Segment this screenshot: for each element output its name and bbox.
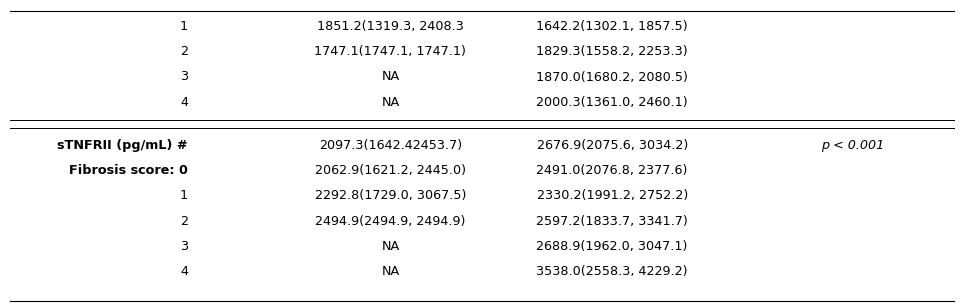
Text: 2494.9(2494.9, 2494.9): 2494.9(2494.9, 2494.9) bbox=[315, 215, 466, 228]
Text: 4: 4 bbox=[180, 265, 188, 278]
Text: NA: NA bbox=[382, 96, 399, 109]
Text: 2330.2(1991.2, 2752.2): 2330.2(1991.2, 2752.2) bbox=[537, 189, 687, 202]
Text: 2491.0(2076.8, 2377.6): 2491.0(2076.8, 2377.6) bbox=[536, 164, 688, 177]
Text: 2292.8(1729.0, 3067.5): 2292.8(1729.0, 3067.5) bbox=[314, 189, 467, 202]
Text: 3538.0(2558.3, 4229.2): 3538.0(2558.3, 4229.2) bbox=[536, 265, 688, 278]
Text: Fibrosis score: 0: Fibrosis score: 0 bbox=[69, 164, 188, 177]
Text: 2597.2(1833.7, 3341.7): 2597.2(1833.7, 3341.7) bbox=[536, 215, 688, 228]
Text: NA: NA bbox=[382, 265, 399, 278]
Text: 2676.9(2075.6, 3034.2): 2676.9(2075.6, 3034.2) bbox=[537, 139, 687, 152]
Text: 2: 2 bbox=[180, 45, 188, 58]
Text: 3: 3 bbox=[180, 71, 188, 83]
Text: 1829.3(1558.2, 2253.3): 1829.3(1558.2, 2253.3) bbox=[536, 45, 688, 58]
Text: NA: NA bbox=[382, 71, 399, 83]
Text: 1851.2(1319.3, 2408.3: 1851.2(1319.3, 2408.3 bbox=[317, 20, 464, 33]
Text: p < 0.001: p < 0.001 bbox=[821, 139, 885, 152]
Text: NA: NA bbox=[382, 240, 399, 253]
Text: 2000.3(1361.0, 2460.1): 2000.3(1361.0, 2460.1) bbox=[536, 96, 688, 109]
Text: sTNFRII (pg/mL) #: sTNFRII (pg/mL) # bbox=[57, 139, 188, 152]
Text: 1: 1 bbox=[180, 20, 188, 33]
Text: 1: 1 bbox=[180, 189, 188, 202]
Text: 2688.9(1962.0, 3047.1): 2688.9(1962.0, 3047.1) bbox=[536, 240, 688, 253]
Text: 4: 4 bbox=[180, 96, 188, 109]
Text: 2: 2 bbox=[180, 215, 188, 228]
Text: 3: 3 bbox=[180, 240, 188, 253]
Text: 1870.0(1680.2, 2080.5): 1870.0(1680.2, 2080.5) bbox=[536, 71, 688, 83]
Text: 2062.9(1621.2, 2445.0): 2062.9(1621.2, 2445.0) bbox=[315, 164, 466, 177]
Text: 1642.2(1302.1, 1857.5): 1642.2(1302.1, 1857.5) bbox=[536, 20, 688, 33]
Text: 1747.1(1747.1, 1747.1): 1747.1(1747.1, 1747.1) bbox=[314, 45, 467, 58]
Text: 2097.3(1642.42453.7): 2097.3(1642.42453.7) bbox=[319, 139, 462, 152]
